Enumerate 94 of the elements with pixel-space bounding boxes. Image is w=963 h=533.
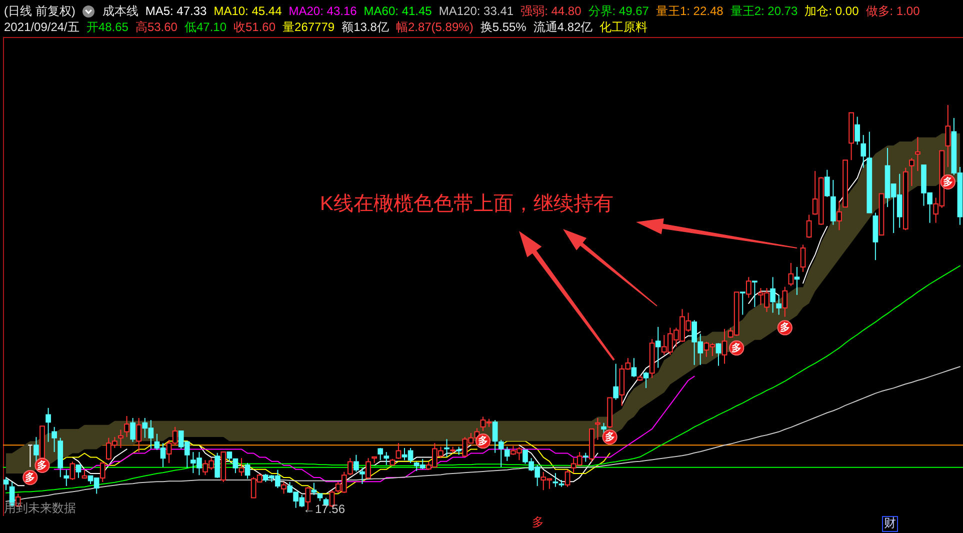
text: 幅2.87(5.89%) [396, 20, 474, 35]
candlestick [118, 429, 124, 448]
candlestick [100, 462, 106, 482]
text: 量王2: 20.73 [730, 4, 798, 19]
candlestick [232, 458, 238, 474]
text: MA5: 47.33 [145, 4, 207, 19]
candlestick [76, 464, 82, 478]
text: 多 [532, 515, 544, 530]
candlestick [631, 358, 637, 378]
text: 多 [25, 472, 36, 484]
candlestick [64, 469, 70, 487]
candlestick [788, 262, 794, 287]
text: 2021/09/24/五 [4, 20, 80, 35]
chart-title: (日线 前复权) [4, 4, 76, 19]
candlestick [806, 214, 812, 238]
candlestick [909, 158, 914, 187]
candlestick [70, 461, 76, 480]
text: 收51.60 [234, 20, 276, 35]
candlestick [716, 342, 722, 366]
text: MA20: 43.16 [288, 4, 357, 19]
candlestick [800, 244, 806, 272]
candlestick [366, 458, 371, 478]
text: 多 [732, 342, 742, 354]
candlestick [655, 326, 661, 368]
candlestick [46, 407, 51, 442]
text: 做多: 1.00 [866, 4, 920, 19]
candlestick [226, 452, 232, 462]
annotation: 用到未来数据 [4, 501, 76, 516]
text: MA60: 41.45 [364, 4, 432, 19]
text: 开48.65 [86, 20, 128, 35]
candlestick [564, 469, 570, 488]
candlestick [3, 476, 9, 491]
candlestick [492, 420, 498, 454]
text: 多 [780, 322, 790, 334]
candlestick [945, 104, 951, 168]
candlestick [136, 418, 142, 453]
candlestick [552, 472, 558, 488]
candlestick [854, 116, 860, 146]
text: 流通4.82亿 [533, 20, 593, 35]
candlestick [740, 292, 746, 316]
candlestick [384, 452, 390, 466]
text: 成本线 [102, 4, 138, 19]
candlestick [311, 482, 317, 496]
text: 量267779 [282, 20, 335, 35]
text: 多 [37, 460, 48, 472]
candlestick [52, 426, 57, 453]
candlestick [722, 328, 728, 364]
text: 分界: 49.67 [588, 4, 649, 19]
text: 强弱: 44.80 [520, 4, 582, 19]
text: 量王1: 22.48 [656, 4, 724, 19]
candlestick [396, 442, 402, 460]
candlestick [860, 134, 866, 168]
annotation: ←17.56 [303, 502, 346, 517]
text: 多 [942, 176, 953, 188]
candlestick [752, 280, 758, 308]
text: 财 [882, 516, 898, 532]
candlestick [782, 286, 788, 318]
text: 加仓: 0.00 [804, 4, 859, 19]
candlestick [130, 418, 136, 442]
candlestick [836, 200, 842, 231]
candlestick [776, 294, 782, 316]
text: 化工原料 [600, 20, 648, 35]
candlestick [354, 454, 359, 472]
candlestick [34, 436, 39, 462]
candlestick [824, 169, 830, 198]
candlestick [794, 266, 800, 296]
text: 多 [604, 432, 615, 444]
candlestick [601, 422, 606, 434]
candlestick [238, 458, 244, 476]
candlestick [595, 418, 600, 440]
candlestick [770, 276, 776, 314]
candlestick [124, 415, 130, 438]
series-label: 多 [478, 435, 488, 448]
candlestick [214, 452, 220, 478]
text: 换5.55% [480, 20, 526, 35]
candlestick [281, 481, 286, 494]
candlestick [498, 439, 504, 468]
text: 额13.8亿 [342, 20, 389, 35]
candlestick [244, 462, 250, 480]
text: 高53.60 [135, 20, 178, 35]
candlestick [746, 276, 752, 298]
candlestick [504, 446, 510, 462]
candlestick [915, 136, 920, 172]
candlestick [378, 447, 384, 461]
text: MA10: 45.44 [214, 4, 282, 19]
candlestick [360, 467, 365, 485]
candlestick [643, 371, 649, 389]
text: MA120: 33.41 [438, 4, 514, 19]
candlestick [347, 458, 353, 476]
candlestick [444, 438, 450, 458]
candlestick [830, 179, 836, 226]
annotation: K线在橄榄色色带上面，继续持有 [320, 193, 614, 216]
candlestick [613, 363, 619, 400]
text: 低47.10 [184, 20, 226, 35]
